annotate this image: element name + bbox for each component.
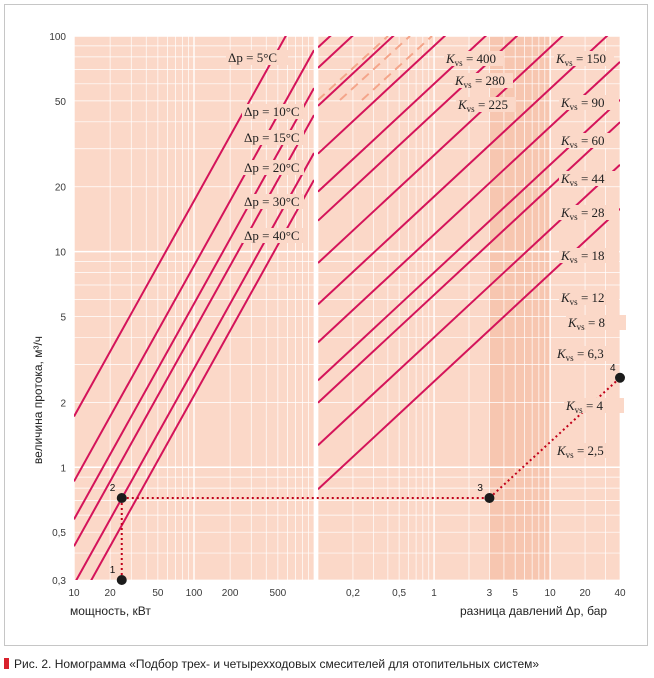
example-point-2 [116, 493, 127, 504]
x-tick-label-right: 0,5 [392, 588, 406, 599]
kvs-curve-18 [318, 36, 609, 306]
curve-label-bg [559, 248, 619, 263]
nomogram-chart: 1 2 3 4 0,3 0,5 1 2 5 10 20 50 100 10 20 50 100 200 500 0,… [31, 0, 626, 618]
dt-curve-label: Δp = 30°C [244, 194, 300, 209]
curve-label-bg [559, 133, 619, 148]
x-tick-label-right: 5 [512, 588, 518, 599]
kvs-curve-label: Kvs = 150 [555, 51, 606, 68]
curve-label-bg [566, 315, 626, 330]
dashed-continuation [318, 36, 389, 101]
kvs-curve-6-3 [318, 121, 620, 404]
curve-label-bg [242, 228, 304, 243]
curve-label-bg [555, 443, 615, 458]
dt-curve-10 [74, 49, 314, 482]
example-point-label: 1 [110, 565, 116, 576]
y-tick-label: 20 [55, 183, 67, 194]
dashed-continuation [361, 36, 433, 101]
x-tick-label-right: 10 [545, 588, 557, 599]
dt-curve-15 [74, 87, 314, 520]
y-axis-label: величина протока, м³/ч [31, 336, 45, 464]
curve-label-bg [555, 346, 615, 361]
curve-label-bg [554, 51, 614, 66]
example-point-4 [615, 372, 625, 383]
dt-curve-label: Δp = 15°C [244, 130, 300, 145]
x-axis-label-left: мощность, кВт [70, 604, 151, 618]
x-tick-label-left: 20 [105, 588, 117, 599]
kvs-curve-label: Kvs = 400 [445, 51, 496, 68]
x-tick-label-left: 50 [152, 588, 164, 599]
kvs-curve-label: Kvs = 18 [560, 248, 605, 265]
example-point-label: 4 [610, 363, 616, 374]
kvs-curve-label: Kvs = 90 [560, 95, 605, 112]
kvs-curve-label: Kvs = 2,5 [556, 443, 604, 460]
y-tick-label: 5 [60, 313, 66, 324]
kvs-curve-150 [318, 36, 395, 107]
x-axis-label-right: разница давлений Δp, бар [460, 604, 607, 618]
curve-label-bg [564, 398, 624, 413]
y-tick-label: 0,3 [52, 576, 66, 587]
curve-label-bg [453, 73, 513, 88]
curve-label-bg [242, 130, 304, 145]
x-tick-label-right: 3 [487, 588, 493, 599]
x-tick-label-left: 100 [186, 588, 203, 599]
curve-label-bg [444, 51, 504, 66]
y-tick-label: 1 [60, 463, 66, 474]
caption-text: Рис. 2. Номограмма «Подбор трех- и четыр… [14, 657, 540, 671]
curve-label-bg [242, 194, 304, 209]
kvs-curve-label: Kvs = 44 [560, 171, 605, 188]
y-tick-label: 50 [55, 97, 67, 108]
dt-curve-40 [90, 179, 314, 580]
y-tick-label: 0,5 [52, 528, 66, 539]
x-tick-label-right: 20 [579, 588, 591, 599]
y-tick-label: 10 [55, 248, 67, 259]
curve-label-bg [559, 205, 619, 220]
y-tick-label: 100 [49, 32, 66, 43]
kvs-curve-label: Kvs = 28 [560, 205, 605, 222]
kvs-curve-400 [318, 0, 620, 14]
kvs-curve-90 [318, 36, 447, 155]
example-point-label: 2 [110, 483, 116, 494]
dt-curve-label: Δp = 10°C [244, 104, 300, 119]
dt-curve-label: Δp = 20°C [244, 160, 300, 175]
dt-curve-label: Δp = 40°C [244, 228, 300, 243]
caption-marker [4, 658, 9, 669]
dt-curve-20 [74, 114, 314, 547]
kvs-curve-label: Kvs = 8 [567, 315, 605, 332]
curve-label-bg [559, 290, 619, 305]
pressure-band [489, 36, 551, 580]
dt-curve-30 [75, 152, 314, 580]
figure-caption: Рис. 2. Номограмма «Подбор трех- и четыр… [4, 655, 650, 673]
panel-divider [314, 36, 318, 580]
x-tick-label-left: 10 [68, 588, 80, 599]
kvs-curve-28 [318, 36, 564, 264]
x-tick-label-left: 500 [270, 588, 287, 599]
y-tick-label: 2 [60, 398, 66, 409]
example-point-1 [116, 575, 127, 585]
dashed-continuation [339, 36, 411, 101]
curve-label-bg [226, 50, 288, 65]
kvs-curve-label: Kvs = 225 [457, 97, 508, 114]
kvs-curve-label: Kvs = 6,3 [556, 346, 604, 363]
kvs-curve-label: Kvs = 12 [560, 290, 605, 307]
curve-label-bg [559, 95, 619, 110]
kvs-curve-label: Kvs = 60 [560, 133, 605, 150]
x-tick-label-left: 200 [222, 588, 239, 599]
curve-label-bg [242, 160, 304, 175]
curve-label-bg [242, 104, 304, 119]
x-tick-label-right: 0,2 [346, 588, 360, 599]
example-point-3 [484, 493, 495, 504]
kvs-curve-label: Kvs = 4 [565, 398, 604, 415]
curve-label-bg [559, 171, 619, 186]
kvs-curve-label: Kvs = 280 [454, 73, 505, 90]
x-tick-label-right: 40 [614, 588, 626, 599]
dt-curve-label: Δp = 5°C [228, 50, 277, 65]
x-tick-label-right: 1 [431, 588, 437, 599]
curve-label-bg [456, 97, 516, 112]
example-point-label: 3 [477, 483, 483, 494]
